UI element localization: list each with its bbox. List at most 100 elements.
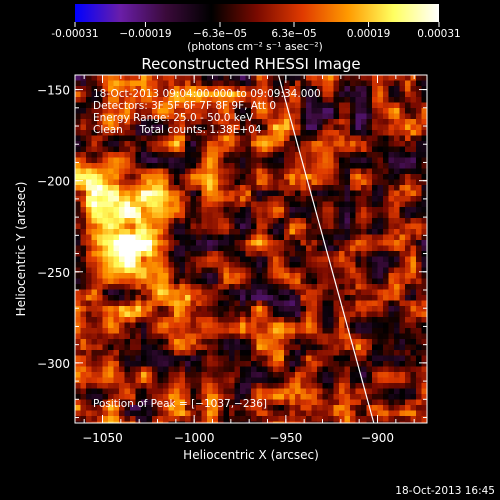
- heatmap-cell: [124, 234, 131, 241]
- heatmap-cell: [196, 355, 202, 362]
- heatmap-cell: [388, 119, 395, 125]
- heatmap-cell: [245, 75, 252, 81]
- heatmap-cell: [179, 141, 186, 147]
- heatmap-cell: [201, 108, 208, 114]
- heatmap-cell: [108, 278, 114, 285]
- heatmap-cell: [80, 344, 87, 351]
- x-tick-label: −1050: [82, 431, 123, 445]
- heatmap-cell: [97, 372, 103, 378]
- heatmap-cell: [388, 201, 395, 208]
- heatmap-cell: [399, 372, 406, 378]
- heatmap-cell: [146, 75, 153, 81]
- heatmap-cell: [108, 416, 114, 422]
- heatmap-cell: [394, 135, 400, 142]
- heatmap-cell: [130, 91, 136, 98]
- heatmap-cell: [119, 399, 125, 406]
- heatmap-cell: [394, 421, 400, 423]
- heatmap-cell: [207, 223, 213, 230]
- heatmap-cell: [80, 108, 87, 114]
- heatmap-cell: [416, 251, 422, 257]
- heatmap-cell: [119, 223, 125, 230]
- heatmap-cell: [262, 218, 268, 224]
- heatmap-cell: [421, 405, 427, 411]
- heatmap-cell: [240, 185, 246, 191]
- heatmap-cell: [108, 256, 114, 263]
- heatmap-cell: [256, 168, 263, 175]
- heatmap-cell: [388, 135, 395, 142]
- heatmap-cell: [245, 168, 252, 175]
- heatmap-cell: [75, 339, 81, 345]
- heatmap-cell: [212, 234, 219, 241]
- heatmap-cell: [146, 284, 153, 290]
- heatmap-cell: [306, 306, 312, 312]
- heatmap-cell: [366, 339, 373, 345]
- heatmap-cell: [322, 108, 329, 114]
- heatmap-cell: [240, 361, 246, 367]
- heatmap-cell: [339, 262, 345, 268]
- heatmap-cell: [289, 256, 296, 263]
- heatmap-cell: [410, 339, 417, 345]
- heatmap-cell: [405, 157, 411, 164]
- heatmap-cell: [80, 306, 87, 312]
- heatmap-cell: [113, 97, 120, 103]
- heatmap-cell: [262, 124, 268, 131]
- heatmap-cell: [372, 119, 378, 125]
- heatmap-cell: [388, 75, 395, 81]
- heatmap-cell: [179, 372, 186, 378]
- heatmap-cell: [80, 361, 87, 367]
- heatmap-cell: [113, 300, 120, 307]
- heatmap-cell: [102, 152, 109, 158]
- heatmap-cell: [394, 372, 400, 378]
- heatmap-cell: [86, 212, 92, 219]
- heatmap-cell: [295, 377, 301, 384]
- heatmap-cell: [284, 135, 290, 142]
- heatmap-cell: [174, 223, 180, 230]
- heatmap-cell: [377, 361, 384, 367]
- heatmap-cell: [141, 333, 147, 340]
- heatmap-cell: [163, 168, 169, 175]
- heatmap-cell: [251, 377, 257, 384]
- heatmap-cell: [267, 322, 274, 329]
- heatmap-cell: [152, 421, 158, 423]
- heatmap-cell: [152, 108, 158, 114]
- heatmap-cell: [262, 146, 268, 153]
- heatmap-cell: [328, 212, 334, 219]
- heatmap-cell: [108, 135, 114, 142]
- heatmap-cell: [383, 119, 389, 125]
- heatmap-cell: [383, 416, 389, 422]
- heatmap-cell: [295, 157, 301, 164]
- heatmap-cell: [234, 152, 241, 158]
- heatmap-cell: [311, 223, 318, 230]
- heatmap-cell: [86, 416, 92, 422]
- heatmap-cell: [267, 91, 274, 98]
- heatmap-cell: [421, 124, 427, 131]
- heatmap-cell: [317, 124, 323, 131]
- heatmap-cell: [185, 201, 191, 208]
- heatmap-cell: [416, 273, 422, 279]
- heatmap-cell: [355, 234, 362, 241]
- heatmap-cell: [185, 135, 191, 142]
- heatmap-cell: [218, 361, 224, 367]
- heatmap-cell: [91, 119, 98, 125]
- heatmap-cell: [185, 223, 191, 230]
- heatmap-cell: [163, 399, 169, 406]
- heatmap-cell: [344, 388, 351, 395]
- heatmap-cell: [262, 223, 268, 230]
- heatmap-cell: [130, 179, 136, 186]
- heatmap-cell: [91, 234, 98, 241]
- heatmap-cell: [113, 223, 120, 230]
- heatmap-cell: [108, 113, 114, 120]
- heatmap-cell: [333, 416, 340, 422]
- heatmap-cell: [163, 355, 169, 362]
- heatmap-cell: [124, 212, 131, 219]
- heatmap-cell: [278, 317, 285, 323]
- heatmap-cell: [394, 86, 400, 92]
- heatmap-cell: [344, 207, 351, 213]
- heatmap-cell: [300, 108, 307, 114]
- heatmap-cell: [284, 212, 290, 219]
- heatmap-cell: [245, 102, 252, 109]
- heatmap-cell: [163, 295, 169, 301]
- heatmap-cell: [295, 317, 301, 323]
- heatmap-cell: [240, 284, 246, 290]
- heatmap-cell: [278, 174, 285, 180]
